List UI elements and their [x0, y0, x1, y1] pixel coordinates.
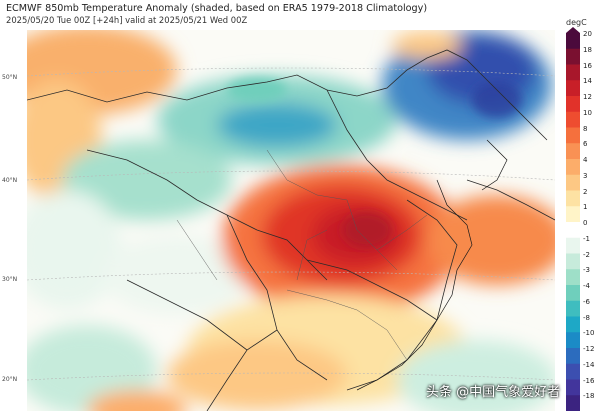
- colorbar-swatch: [566, 253, 580, 270]
- colorbar-tick-label: 3: [583, 171, 588, 180]
- colorbar-tick-label: -8: [583, 313, 590, 322]
- colorbar-tick-label: -1: [583, 234, 590, 243]
- colorbar-tick-label: 6: [583, 140, 588, 149]
- colorbar-tick-label: 2: [583, 187, 588, 196]
- colorbar-swatch: [566, 379, 580, 396]
- colorbar-tick-label: -14: [583, 360, 595, 369]
- colorbar-tick-label: 12: [583, 93, 592, 101]
- colorbar-tick-label: -18: [583, 392, 595, 401]
- colorbar-tick-label: -10: [583, 329, 595, 338]
- lat-label-40: 40°N: [2, 177, 18, 184]
- colorbar-swatch: [566, 174, 580, 191]
- colorbar-swatch: [566, 80, 580, 97]
- colorbar-swatch: [566, 206, 580, 223]
- lat-label-30: 30°N: [2, 276, 18, 283]
- colorbar-tick-label: 1: [583, 203, 588, 212]
- colorbar-swatch: [566, 64, 580, 81]
- colorbar-swatch: [566, 316, 580, 333]
- colorbar-tick-label: 8: [583, 124, 588, 133]
- colorbar: [566, 27, 580, 411]
- colorbar-swatch: [566, 332, 580, 349]
- colorbar-swatch: [566, 222, 580, 239]
- lat-label-50: 50°N: [2, 74, 18, 81]
- colorbar-swatch: [566, 363, 580, 380]
- colorbar-swatch: [566, 33, 580, 50]
- colorbar-arrow: [566, 27, 580, 33]
- colorbar-tick-label: 18: [583, 45, 592, 54]
- colorbar-tick-label: 0: [583, 219, 588, 227]
- watermark: 头条 @中国气象爱好者: [426, 385, 561, 400]
- colorbar-tick-label: -3: [583, 266, 590, 275]
- colorbar-swatch: [566, 190, 580, 207]
- colorbar-swatch: [566, 96, 580, 113]
- colorbar-tick-label: 20: [583, 30, 592, 38]
- anomaly-map: [27, 30, 555, 411]
- colorbar-swatch: [566, 237, 580, 254]
- colorbar-tick-label: 4: [583, 156, 588, 164]
- colorbar-swatch: [566, 395, 580, 411]
- colorbar-tick-label: 14: [583, 77, 592, 86]
- colorbar-swatch: [566, 348, 580, 365]
- colorbar-tick-label: 16: [583, 61, 592, 70]
- colorbar-tick-label: -4: [583, 282, 590, 290]
- colorbar-swatch: [566, 159, 580, 176]
- map-subtitle: 2025/05/20 Tue 00Z [+24h] valid at 2025/…: [6, 15, 248, 25]
- colorbar-tick-label: -2: [583, 250, 590, 259]
- colorbar-unit: degC: [566, 18, 587, 27]
- colorbar-swatch: [566, 143, 580, 160]
- boundaries: [27, 49, 555, 411]
- colorbar-swatch: [566, 300, 580, 317]
- colorbar-tick-label: -12: [583, 345, 595, 353]
- lat-grid: [27, 67, 555, 381]
- colorbar-swatch: [566, 48, 580, 65]
- colorbar-swatch: [566, 111, 580, 128]
- anomaly-field: [27, 30, 555, 411]
- colorbar-swatch: [566, 285, 580, 302]
- colorbar-tick-label: -6: [583, 297, 590, 306]
- colorbar-swatch: [566, 127, 580, 144]
- map-title: ECMWF 850mb Temperature Anomaly (shaded,…: [6, 3, 428, 14]
- lat-label-20: 20°N: [2, 376, 18, 383]
- colorbar-swatch: [566, 269, 580, 286]
- colorbar-tick-label: -16: [583, 376, 595, 385]
- colorbar-tick-label: 10: [583, 108, 592, 117]
